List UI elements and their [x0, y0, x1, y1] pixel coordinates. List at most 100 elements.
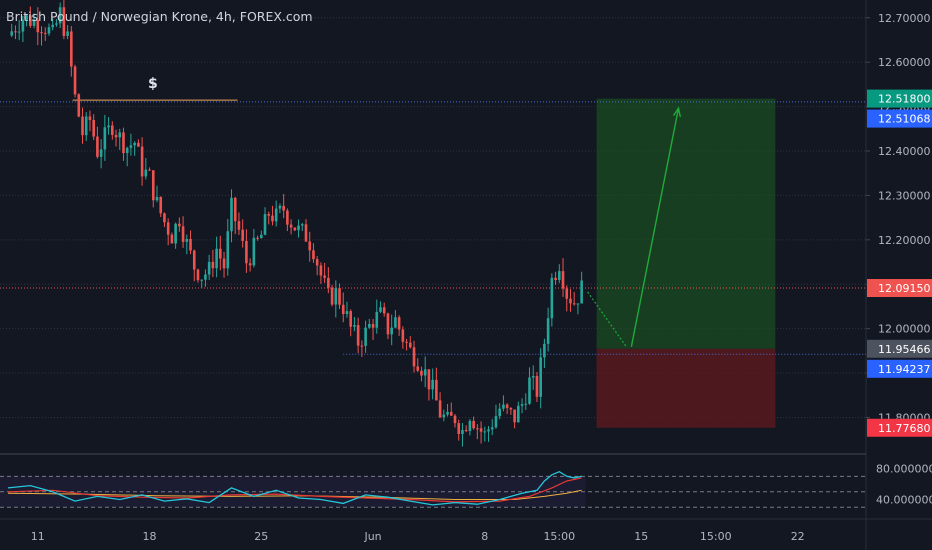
candle-body: [215, 248, 218, 269]
candle-body: [207, 261, 211, 275]
candle-body: [528, 377, 531, 404]
time-tick-label: 15:00: [543, 530, 575, 543]
candle-body: [319, 265, 323, 276]
candle-body: [461, 430, 464, 434]
candle-body: [502, 404, 505, 409]
candle-body: [252, 237, 256, 266]
time-tick-label: 15:00: [700, 530, 732, 543]
candle-body: [397, 317, 401, 330]
price-axis-label: 11.94237: [867, 359, 932, 378]
candle-body: [483, 431, 487, 433]
arrow-head: [672, 106, 682, 118]
projection-dip: [587, 291, 627, 348]
candle-body: [293, 227, 297, 231]
candle-body: [84, 116, 88, 136]
candle-body: [520, 404, 524, 406]
candle-body: [349, 311, 352, 327]
candle-body: [77, 94, 81, 117]
candle-body: [233, 197, 237, 222]
horizontal-lines: [0, 99, 866, 355]
candle-body: [371, 323, 375, 328]
candle-body: [88, 116, 92, 121]
candle-body: [241, 229, 244, 241]
candle-body: [256, 237, 259, 239]
candle-body: [166, 222, 170, 235]
candle-body: [558, 271, 561, 280]
candle-body: [118, 132, 122, 138]
candle-body: [32, 19, 36, 26]
time-axis[interactable]: 11 18 25 Jun 8 15:00 15 15:00 22: [31, 530, 805, 543]
candle-body: [431, 379, 434, 390]
candle-body: [144, 169, 148, 177]
candle-body: [129, 145, 133, 148]
candle-body: [368, 323, 371, 328]
candle-body: [189, 238, 192, 251]
candle-body: [438, 400, 442, 418]
candle-body: [382, 307, 386, 314]
candle-body: [576, 303, 580, 305]
candles: [10, 0, 583, 447]
candle-body: [427, 369, 431, 390]
candle-body: [267, 214, 271, 216]
candle-body: [464, 430, 468, 432]
candle-body: [315, 259, 319, 266]
candle-body: [442, 414, 446, 418]
candle-body: [554, 277, 557, 280]
candle-body: [569, 298, 572, 304]
price-axis-label-text: 12.09150: [878, 282, 931, 295]
price-axis-label: 11.77680: [867, 418, 932, 437]
candle-body: [312, 250, 315, 260]
price-axis-label-text: 11.77680: [878, 422, 931, 435]
candle-body: [274, 208, 278, 222]
candle-body: [334, 288, 338, 305]
candle-body: [423, 369, 427, 376]
candle-body: [271, 215, 274, 222]
candle-body: [260, 234, 263, 239]
candle-body: [230, 197, 233, 232]
candle-body: [580, 280, 583, 304]
candle-body: [66, 31, 69, 36]
candle-body: [524, 403, 528, 405]
candle-body: [330, 287, 334, 305]
price-axis[interactable]: 12.7000012.6000012.5000012.4000012.30000…: [866, 12, 932, 507]
price-axis-label-text: 11.94237: [878, 363, 931, 376]
price-axis-label: 12.09150: [867, 279, 932, 298]
rsi-tick-label: 40.000000: [876, 494, 932, 507]
price-tick-label: 12.70000: [878, 12, 931, 25]
candle-body: [449, 411, 453, 416]
candle-body: [55, 23, 58, 25]
price-axis-label-text: 12.51068: [878, 113, 931, 126]
time-tick-label: 18: [143, 530, 157, 543]
candle-body: [211, 261, 215, 269]
candle-body: [446, 411, 449, 415]
time-tick-label: Jun: [363, 530, 381, 543]
candle-body: [353, 325, 356, 327]
candle-body: [140, 146, 144, 177]
candle-body: [379, 307, 382, 312]
candle-body: [122, 132, 125, 154]
candle-body: [550, 277, 554, 319]
candle-body: [200, 279, 203, 281]
candle-body: [416, 366, 420, 371]
candle-body: [17, 31, 21, 33]
price-axis-label-text: 11.95466: [878, 343, 931, 356]
price-axis-label: 12.51800: [867, 89, 932, 108]
candle-body: [111, 125, 114, 135]
candle-body: [286, 210, 289, 225]
price-axis-label-text: 12.51800: [878, 93, 931, 106]
candle-body: [487, 429, 490, 432]
candle-body: [114, 134, 118, 138]
candle-body: [509, 407, 513, 410]
candle-body: [323, 275, 326, 278]
candle-body: [494, 416, 498, 428]
candle-body: [181, 226, 185, 242]
chart-title: British Pound / Norwegian Krone, 4h, FOR…: [6, 9, 313, 24]
rsi-baseline: [7, 489, 582, 500]
candle-body: [364, 327, 367, 346]
time-tick-label: 22: [791, 530, 805, 543]
candle-body: [543, 343, 546, 358]
candle-body: [103, 127, 107, 150]
time-tick-label: 25: [254, 530, 268, 543]
projection-arrow: [587, 106, 682, 348]
